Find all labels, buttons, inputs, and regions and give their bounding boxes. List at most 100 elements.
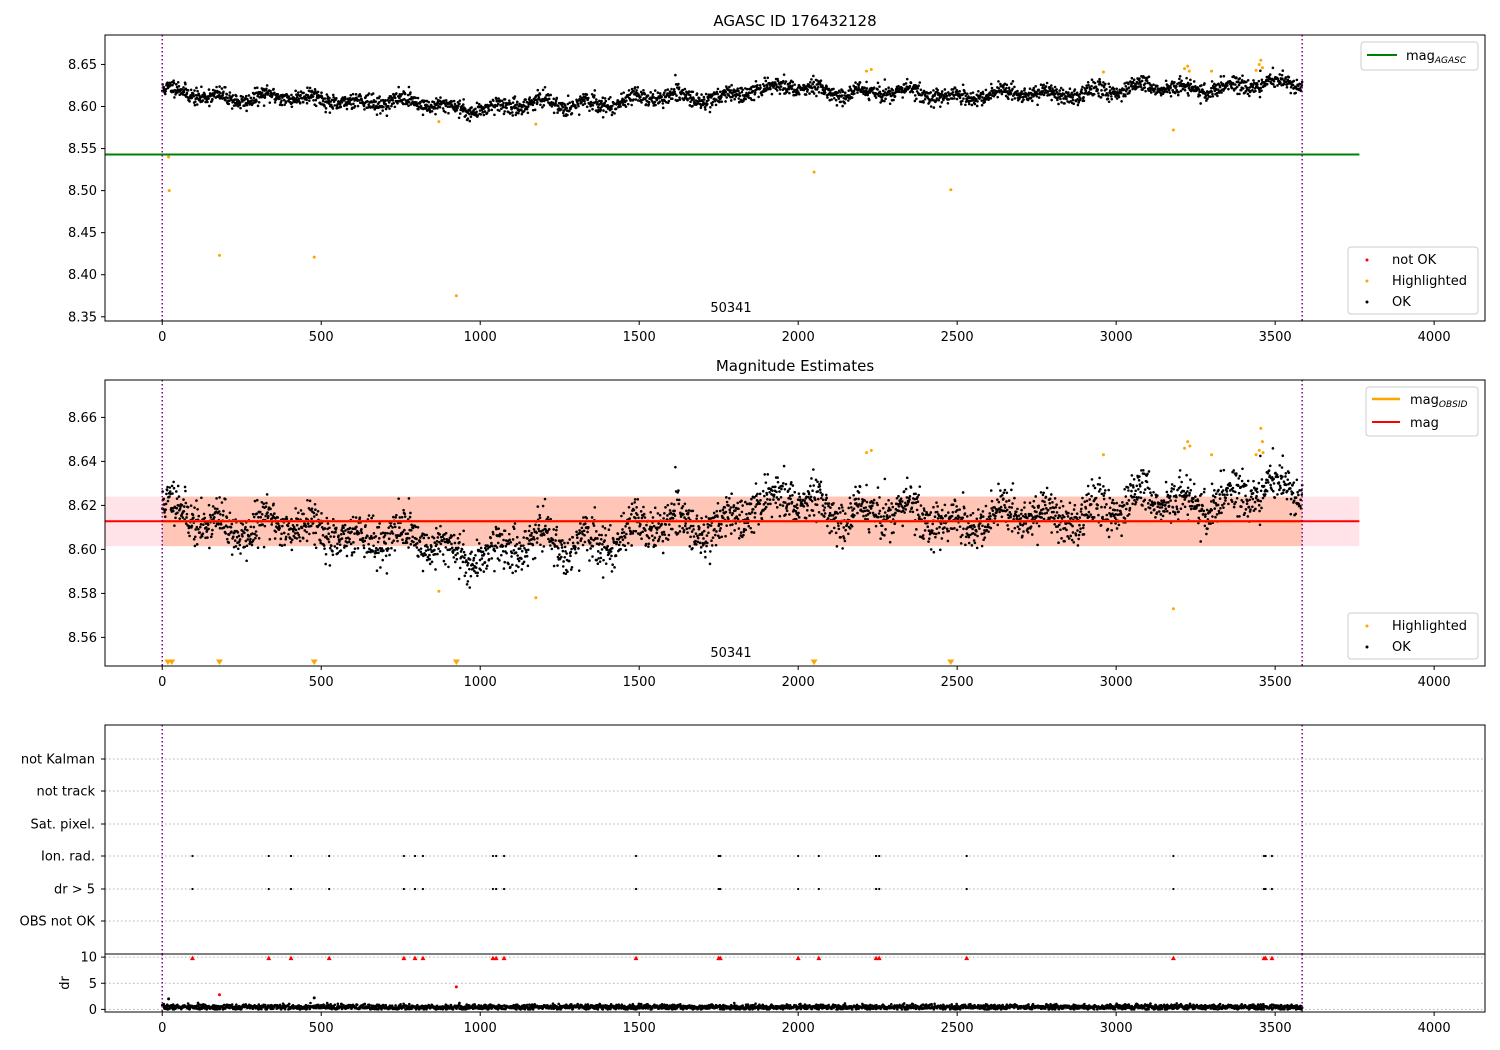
mag-ok-point [495, 546, 499, 549]
agasc-ok-point [280, 103, 284, 107]
agasc-ok-point [1037, 96, 1041, 99]
mag-ok-point [577, 547, 580, 550]
mag-ok-point [186, 505, 190, 509]
agasc-ok-point [230, 107, 234, 110]
agasc-ok-point [752, 98, 756, 102]
mag-ok-point [428, 557, 432, 561]
mag-ok-point [170, 484, 174, 488]
mag-ok-point [512, 549, 516, 552]
agasc-ok-point [643, 93, 647, 96]
mag-ok-point [611, 563, 614, 566]
agasc-ok-point [1177, 90, 1180, 94]
agasc-ok-point [763, 76, 766, 80]
mag-ok-point [623, 536, 627, 539]
agasc-ok-point [345, 107, 349, 111]
agasc-ok-point [515, 100, 519, 104]
agasc-ok-point [947, 98, 950, 101]
mag-ok-point [222, 509, 225, 513]
agasc-ok-point [1105, 87, 1108, 91]
agasc-y-tick-label: 8.55 [68, 142, 97, 157]
mag-ok-point [538, 513, 541, 517]
mag-ok-point [689, 524, 693, 528]
agasc-ok-point [971, 91, 975, 94]
agasc-ok-point [1011, 87, 1014, 91]
agasc-ok-point [718, 100, 721, 104]
mag-ok-point [297, 527, 301, 531]
agasc-ok-point [667, 99, 671, 103]
agasc-ok-point [1199, 102, 1202, 105]
mag-ok-point [361, 537, 365, 540]
mag-ok-point [642, 512, 646, 516]
agasc-ok-point [483, 110, 487, 113]
mag-ok-point [763, 473, 766, 476]
agasc-ok-point [375, 113, 379, 116]
agasc-ok-point [475, 110, 478, 114]
agasc-ok-point [415, 102, 419, 106]
agasc-ok-point [600, 99, 603, 103]
mag-ok-point [262, 545, 266, 549]
agasc-ok-point [1235, 76, 1238, 79]
mag-ok-point [599, 556, 603, 560]
mag-ok-point [377, 537, 381, 540]
mag-ok-point [613, 566, 616, 569]
agasc-ok-point [913, 94, 917, 97]
agasc-ok-point [577, 104, 580, 108]
agasc-ok-point [463, 107, 467, 110]
mag-ok-point [468, 586, 472, 589]
agasc-ok-point [817, 91, 821, 94]
mag-ok-point [719, 527, 722, 530]
agasc-ok-point [1189, 82, 1193, 86]
mag-ok-point [867, 530, 871, 534]
agasc-ok-point [1169, 94, 1173, 98]
mag-ok-point [344, 529, 347, 532]
mag-ok-point [174, 516, 177, 520]
agasc-ok-point [656, 91, 660, 95]
mag-ok-point [195, 499, 198, 502]
mag-ok-point [534, 523, 537, 527]
agasc-ok-point [812, 74, 815, 78]
agasc-ok-point [962, 97, 965, 100]
agasc-highlighted-point [1259, 58, 1263, 62]
mag-ok-point [676, 532, 680, 535]
mag-ok-point [202, 512, 206, 516]
mag-ok-point [763, 494, 766, 498]
agasc-ok-point [501, 103, 505, 107]
agasc-ok-point [716, 92, 719, 96]
mag-ok-point [610, 546, 614, 550]
agasc-ok-point [408, 100, 411, 104]
agasc-ok-point [1000, 92, 1004, 96]
mag-ok-point [264, 505, 268, 508]
mag-ok-point [537, 523, 541, 527]
agasc-x-tick-label: 2000 [782, 330, 815, 345]
agasc-ok-point [1002, 85, 1005, 89]
mag-ok-point [424, 553, 427, 557]
mag-ok-point [690, 530, 694, 533]
mag-ok-point [812, 484, 816, 487]
mag-ok-point [658, 535, 662, 539]
agasc-ok-point [1285, 85, 1289, 89]
mag-ok-point [698, 526, 701, 530]
agasc-ok-point [1010, 98, 1014, 101]
agasc-ok-point [1023, 87, 1026, 90]
agasc-ok-point [554, 101, 557, 105]
agasc-ok-point [788, 91, 791, 95]
agasc-ok-point [923, 97, 927, 101]
agasc-ok-point [654, 103, 657, 107]
agasc-ok-point [489, 100, 492, 104]
mag-ok-point [364, 524, 367, 527]
mag-ok-point [578, 529, 581, 532]
agasc-ok-point [1210, 90, 1214, 93]
agasc-ok-point [433, 107, 437, 110]
mag-ok-point [829, 506, 832, 509]
agasc-ok-point [333, 104, 337, 107]
agasc-ok-point [610, 113, 614, 117]
agasc-ok-point [854, 81, 857, 84]
agasc-ok-point [590, 92, 594, 96]
mag-ok-point [777, 498, 781, 501]
agasc-ok-point [702, 101, 705, 104]
mag-ok-point [733, 529, 736, 532]
mag-ok-point [444, 562, 447, 566]
mag-ok-point [702, 523, 706, 526]
agasc-highlighted-point [217, 253, 221, 257]
agasc-ok-point [476, 114, 480, 117]
